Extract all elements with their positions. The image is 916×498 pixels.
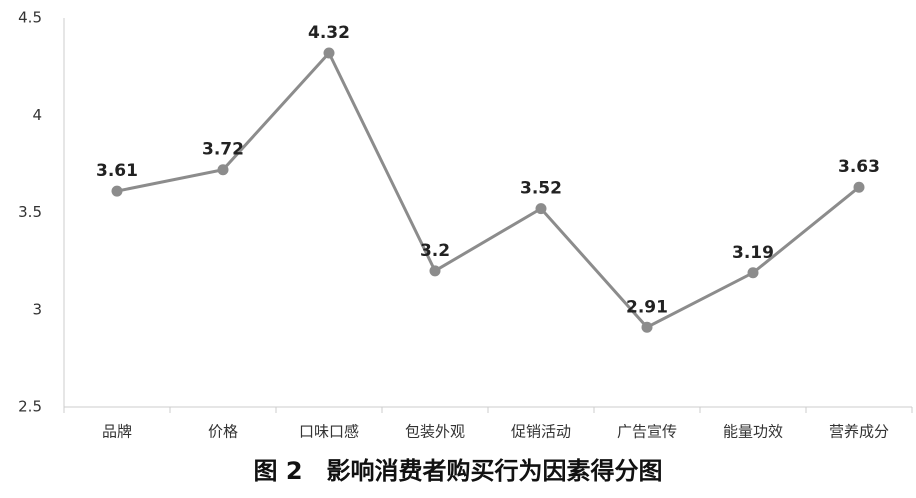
value-label: 3.61: [96, 161, 138, 181]
x-tick-label: 能量功效: [723, 423, 783, 441]
y-tick-label: 4: [32, 106, 42, 124]
x-tick-label: 口味口感: [299, 423, 359, 441]
marker: [747, 267, 759, 279]
marker: [323, 47, 335, 59]
marker: [429, 265, 441, 277]
x-tick-label: 营养成分: [829, 423, 889, 441]
x-tick-label: 促销活动: [511, 423, 571, 441]
y-tick-label: 4.5: [18, 9, 42, 27]
x-tick-label: 广告宣传: [617, 423, 677, 441]
marker: [111, 185, 123, 197]
line: [116, 50, 860, 330]
y-tick-label: 3.5: [18, 203, 42, 221]
marker: [535, 203, 547, 215]
x-tick-label: 价格: [208, 423, 238, 441]
value-label: 3.19: [732, 243, 774, 263]
chart-title: 图 2 影响消费者购买行为因素得分图: [253, 457, 662, 485]
value-label: 3.52: [520, 179, 562, 199]
x-tick-label: 品牌: [102, 423, 132, 441]
value-label: 3.2: [420, 241, 450, 261]
value-label: 4.32: [308, 23, 350, 43]
value-label: 3.72: [202, 140, 244, 160]
marker: [217, 164, 229, 176]
marker: [641, 321, 653, 333]
value-label: 3.63: [838, 157, 880, 177]
marker: [853, 181, 865, 193]
y-tick-label: 3: [32, 300, 42, 318]
value-label: 2.91: [626, 297, 668, 317]
y-tick-label: 2.5: [18, 398, 42, 416]
x-tick-label: 包装外观: [405, 423, 465, 441]
